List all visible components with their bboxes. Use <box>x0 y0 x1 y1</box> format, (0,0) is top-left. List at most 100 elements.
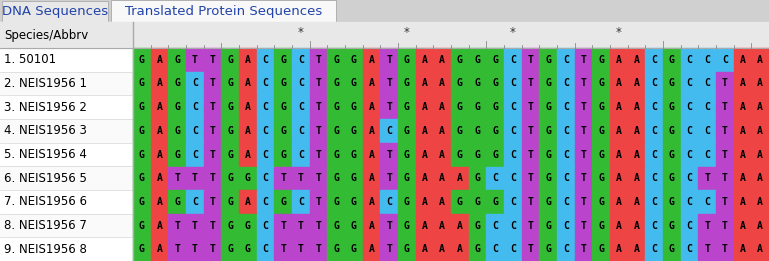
Bar <box>275 72 292 95</box>
Text: A: A <box>740 244 745 254</box>
Bar <box>434 191 451 213</box>
Text: G: G <box>333 102 339 112</box>
Bar <box>558 191 574 213</box>
Bar <box>681 238 698 260</box>
Bar <box>151 72 168 95</box>
Bar <box>469 214 486 237</box>
Text: G: G <box>139 197 145 207</box>
Bar <box>345 96 362 118</box>
Text: C: C <box>651 55 657 65</box>
Text: C: C <box>563 244 569 254</box>
Bar <box>204 72 221 95</box>
Bar <box>451 238 468 260</box>
Text: A: A <box>157 150 162 159</box>
Text: G: G <box>404 79 410 88</box>
Bar <box>487 214 504 237</box>
Bar <box>610 238 628 260</box>
Bar <box>416 72 433 95</box>
Bar <box>239 96 257 118</box>
Bar <box>698 191 716 213</box>
Bar <box>381 72 398 95</box>
Text: G: G <box>139 126 145 136</box>
Bar <box>168 119 186 142</box>
Bar <box>328 238 345 260</box>
Text: T: T <box>210 79 215 88</box>
Text: G: G <box>492 102 498 112</box>
Bar <box>221 96 239 118</box>
Bar <box>558 48 574 71</box>
Text: C: C <box>687 79 692 88</box>
Text: C: C <box>492 173 498 183</box>
Bar <box>0 190 769 214</box>
Text: G: G <box>280 197 286 207</box>
Bar <box>363 238 380 260</box>
Text: G: G <box>139 221 145 230</box>
Text: T: T <box>528 221 534 230</box>
Text: A: A <box>757 126 763 136</box>
Bar <box>734 191 751 213</box>
Text: C: C <box>192 102 198 112</box>
Text: A: A <box>157 221 162 230</box>
Bar <box>0 72 769 95</box>
Bar <box>310 48 327 71</box>
Bar <box>628 96 645 118</box>
Text: C: C <box>704 197 710 207</box>
Text: A: A <box>616 197 622 207</box>
Bar <box>416 143 433 166</box>
Bar <box>381 167 398 189</box>
Bar <box>592 167 610 189</box>
Bar <box>363 143 380 166</box>
Bar <box>751 238 769 260</box>
Bar <box>645 119 663 142</box>
Bar <box>328 214 345 237</box>
Bar <box>487 191 504 213</box>
Text: 9. NEIS1956 8: 9. NEIS1956 8 <box>4 243 87 256</box>
Bar <box>257 143 275 166</box>
Text: T: T <box>722 102 727 112</box>
Bar <box>451 167 468 189</box>
Bar <box>239 191 257 213</box>
Bar <box>398 191 415 213</box>
Bar <box>610 191 628 213</box>
Bar <box>133 238 151 260</box>
Bar <box>257 96 275 118</box>
Text: A: A <box>421 102 428 112</box>
Bar <box>0 214 769 237</box>
Bar <box>610 143 628 166</box>
Bar <box>698 214 716 237</box>
Bar <box>540 238 557 260</box>
Bar <box>381 96 398 118</box>
Text: G: G <box>474 55 481 65</box>
Text: G: G <box>545 79 551 88</box>
Bar <box>292 167 309 189</box>
Bar <box>151 143 168 166</box>
Text: C: C <box>687 244 692 254</box>
Bar <box>698 96 716 118</box>
Text: C: C <box>510 221 516 230</box>
Text: A: A <box>634 150 640 159</box>
Text: A: A <box>157 197 162 207</box>
Text: C: C <box>563 221 569 230</box>
Bar <box>275 96 292 118</box>
Bar <box>204 191 221 213</box>
Bar <box>522 238 539 260</box>
Bar <box>345 214 362 237</box>
Text: G: G <box>669 197 674 207</box>
Text: A: A <box>245 150 251 159</box>
Bar <box>239 214 257 237</box>
Text: A: A <box>421 126 428 136</box>
Text: T: T <box>581 150 587 159</box>
Bar <box>592 96 610 118</box>
Text: C: C <box>298 79 304 88</box>
Text: T: T <box>210 244 215 254</box>
Text: G: G <box>457 126 463 136</box>
Bar <box>168 72 186 95</box>
Text: G: G <box>598 102 604 112</box>
Text: G: G <box>404 126 410 136</box>
Bar <box>186 238 204 260</box>
Text: T: T <box>386 150 392 159</box>
Bar <box>292 72 309 95</box>
Bar <box>734 119 751 142</box>
Text: A: A <box>740 150 745 159</box>
Text: T: T <box>210 173 215 183</box>
